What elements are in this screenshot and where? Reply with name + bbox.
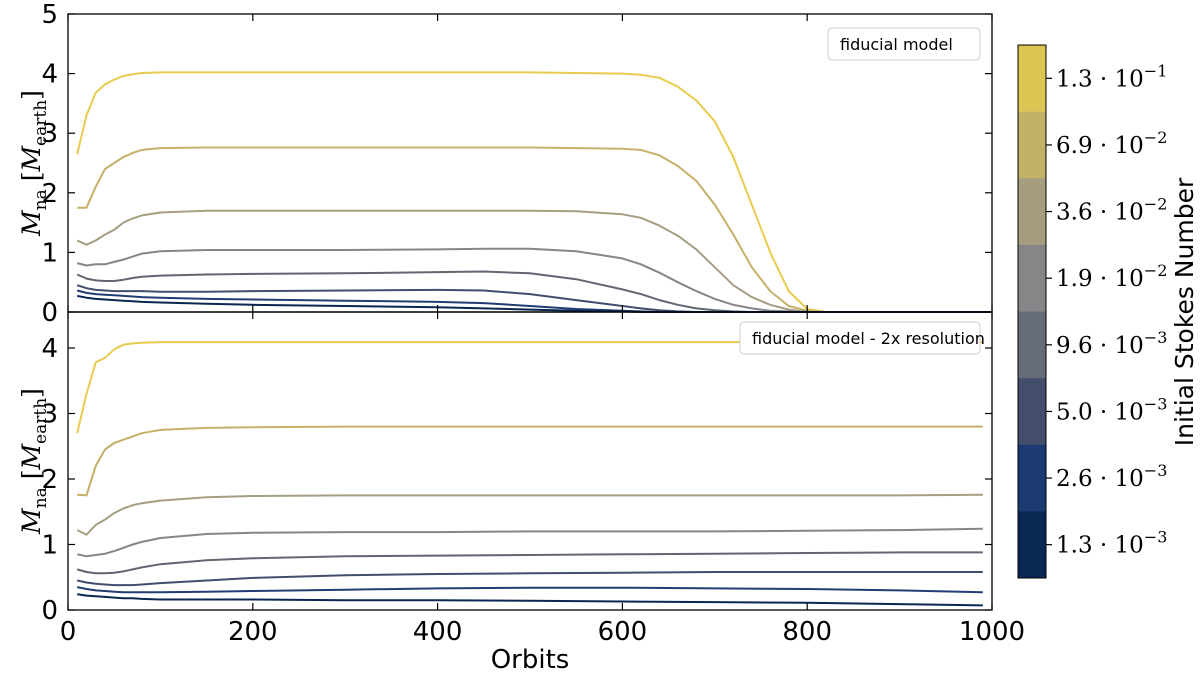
annotation-2x-resolution: fiducial model - 2x resolution — [752, 329, 985, 348]
bottom-series-line-1 — [76, 341, 983, 434]
bottom-ytick-label: 1 — [41, 531, 58, 561]
top-series-line-4 — [76, 247, 992, 313]
bottom-series-line-2 — [77, 425, 983, 497]
xtick-label: 1000 — [959, 617, 1025, 647]
top-ytick-label: 3 — [41, 119, 58, 149]
ylabel-top: Mna [Mearth] — [17, 90, 51, 237]
colorbar-frame — [1017, 44, 1047, 579]
xtick-label: 400 — [413, 617, 463, 647]
bottom-yticks: 0 1 2 3 4 — [41, 334, 992, 626]
top-ytick-label: 5 — [41, 0, 58, 30]
annotation-box-bottom: fiducial model - 2x resolution — [739, 321, 985, 355]
xtick-label: 200 — [228, 617, 278, 647]
xtick-label: 800 — [782, 617, 832, 647]
top-ytick-label: 4 — [41, 60, 58, 90]
panel-fiducial-model: 0 1 2 3 4 5 fiducial model Mna [Mearth] — [17, 0, 993, 328]
colorbar-band — [1018, 45, 1046, 113]
top-ytick-label: 2 — [41, 179, 58, 209]
colorbar-band — [1018, 244, 1046, 312]
colorbar-label: 3.6 · 10−2 — [1056, 195, 1167, 226]
bottom-series-line-3 — [76, 493, 983, 536]
colorbar-band — [1018, 444, 1046, 512]
top-ytick-label: 0 — [41, 298, 58, 328]
bottom-series-line-6 — [76, 571, 983, 587]
bottom-series-line-8 — [77, 593, 983, 607]
bottom-ytick-label: 4 — [41, 334, 58, 364]
colorbar-band — [1018, 511, 1046, 579]
colorbar-bands — [1018, 45, 1046, 579]
panel-2x-resolution: 0 1 2 3 4 0 200 400 600 800 1000 fiducial model -… — [17, 311, 1025, 675]
colorbar-band — [1018, 378, 1046, 446]
top-series-line-3 — [76, 209, 992, 313]
bottom-xticks: 0 200 400 600 800 1000 — [60, 312, 1025, 647]
plot-frame-bottom — [67, 311, 993, 611]
annotation-box-top: fiducial model — [827, 27, 981, 61]
bottom-series-group — [76, 341, 983, 607]
bottom-ytick-label: 3 — [41, 400, 58, 430]
bottom-series-line-4 — [76, 527, 983, 558]
bottom-series-line-7 — [76, 586, 983, 594]
colorbar-label: 6.9 · 10−2 — [1056, 128, 1167, 159]
annotation-fiducial-model: fiducial model — [840, 35, 953, 54]
colorbar-label: 1.3 · 10−1 — [1056, 61, 1167, 92]
xtick-label: 600 — [598, 617, 648, 647]
top-series-line-2 — [77, 146, 992, 313]
bottom-series-line-5 — [76, 551, 983, 575]
top-series-group — [76, 71, 992, 313]
colorbar-label: 9.6 · 10−3 — [1056, 328, 1167, 359]
colorbar: 1.3 · 10−1 6.9 · 10−2 3.6 · 10−2 1.9 · 10−2… — [1017, 44, 1199, 579]
colorbar-band — [1018, 311, 1046, 379]
xlabel: Orbits — [491, 645, 570, 675]
colorbar-title: Initial Stokes Number — [1170, 177, 1199, 446]
colorbar-label: 1.9 · 10−2 — [1056, 261, 1167, 292]
colorbar-label: 2.6 · 10−3 — [1056, 461, 1167, 492]
colorbar-label: 1.3 · 10−3 — [1056, 528, 1167, 559]
bottom-ytick-label: 2 — [41, 465, 58, 495]
top-series-line-1 — [76, 71, 992, 313]
top-yticks: 0 1 2 3 4 5 — [41, 0, 992, 328]
bottom-ytick-label: 0 — [41, 596, 58, 626]
top-ytick-label: 1 — [41, 238, 58, 268]
colorbar-band — [1018, 111, 1046, 179]
xtick-label: 0 — [60, 617, 77, 647]
colorbar-band — [1018, 178, 1046, 246]
colorbar-label: 5.0 · 10−3 — [1056, 394, 1167, 425]
top-xticks — [67, 14, 993, 312]
ylabel-bottom: Mna [Mearth] — [17, 388, 51, 535]
colorbar-labels: 1.3 · 10−1 6.9 · 10−2 3.6 · 10−2 1.9 · 10−2… — [1046, 61, 1167, 559]
